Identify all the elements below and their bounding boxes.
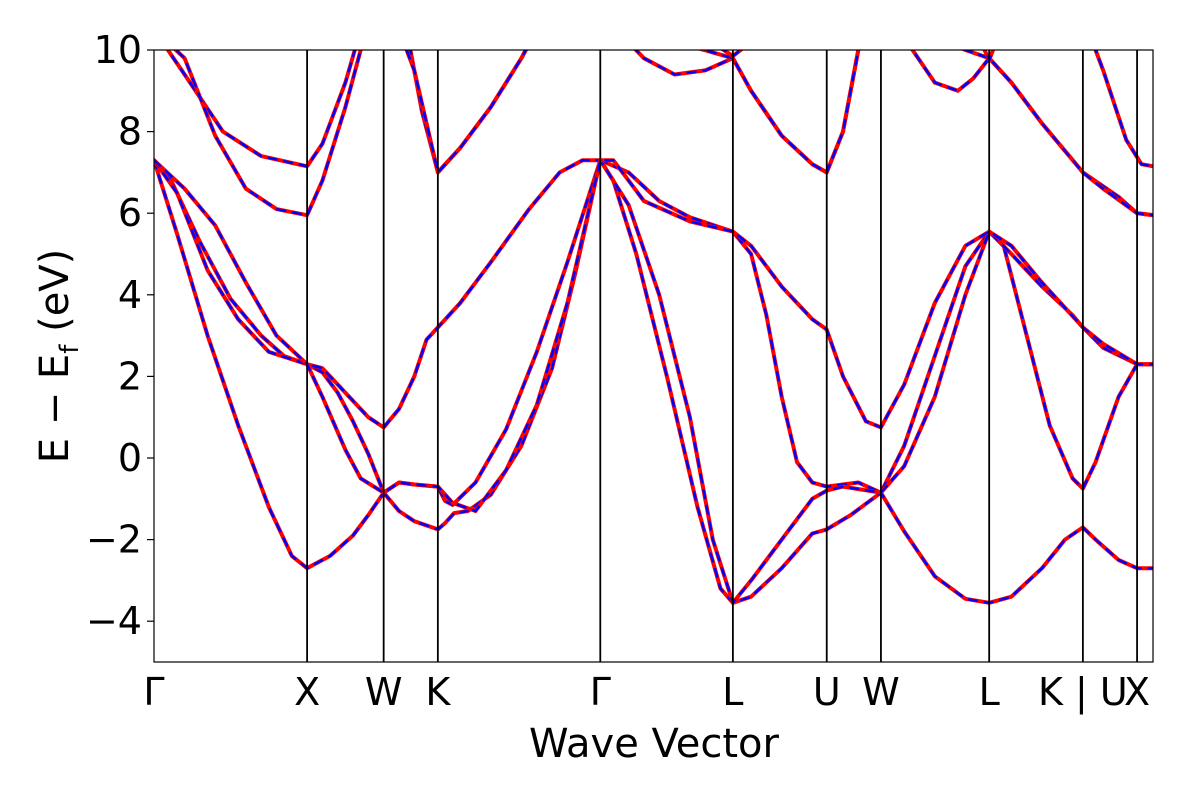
band-5-line-0	[172, 50, 1153, 218]
band-1-line-1	[154, 158, 1153, 570]
band-5-line-1	[173, 50, 1153, 217]
x-tick-label-3: K	[425, 670, 451, 714]
band-3-line-1	[154, 158, 1153, 513]
plot-frame	[153, 49, 1154, 663]
y-tick-label-0: −4	[86, 599, 142, 643]
band-8-line-1	[1094, 50, 1153, 168]
x-tick-label-2: W	[365, 670, 403, 714]
x-tick-label-7: W	[862, 670, 900, 714]
kpoint-lines	[306, 50, 1138, 662]
y-ticks: −4 −2 0 2 4 6 8 10	[86, 28, 154, 643]
x-tick-label-1: X	[294, 670, 320, 714]
y-axis-title-sub: f	[55, 344, 85, 354]
x-tick-label-8: L	[979, 670, 1000, 714]
y-axis-title-unit: (eV)	[32, 249, 78, 345]
x-tick-label-9: K | U	[1038, 670, 1128, 715]
bands-layer	[154, 50, 1153, 605]
y-axis-title: E − Ef (eV)	[32, 249, 85, 464]
x-tick-label-5: L	[722, 670, 743, 714]
band-2-line-1	[154, 158, 1153, 605]
y-tick-label-4: 4	[118, 273, 142, 317]
x-tick-label-6: U	[813, 670, 841, 714]
y-axis-title-main: E − E	[32, 354, 78, 464]
y-tick-label-2: 0	[118, 436, 142, 480]
y-tick-label-5: 6	[118, 191, 142, 235]
band-0-line-1	[154, 158, 1153, 605]
x-tick-label-10: X	[1124, 670, 1150, 714]
band-4-line-0	[165, 50, 1153, 218]
y-tick-label-3: 2	[118, 354, 142, 398]
y-tick-label-7: 10	[94, 28, 142, 72]
y-tick-label-6: 8	[118, 110, 142, 154]
x-tick-label-0: Γ	[143, 670, 164, 714]
x-tick-label-4: Γ	[590, 670, 611, 714]
band-2-line-0	[154, 158, 1153, 605]
x-axis-title: Wave Vector	[529, 721, 780, 767]
y-tick-label-1: −2	[86, 518, 142, 562]
band-4-line-1	[166, 50, 1153, 217]
band-0-line-0	[154, 158, 1153, 605]
